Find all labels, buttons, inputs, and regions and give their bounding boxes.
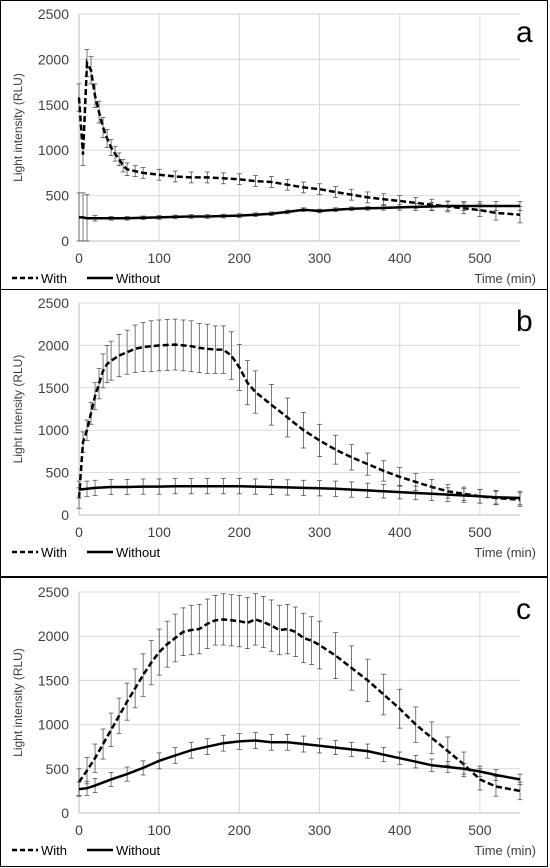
series-without (76, 192, 522, 241)
legend-label: Without (116, 843, 160, 858)
series-line (77, 617, 520, 792)
y-tick-label: 1500 (37, 379, 68, 395)
x-tick-label: 100 (147, 822, 171, 838)
y-tick-label: 1000 (37, 142, 68, 158)
panel-letter: c (516, 593, 531, 626)
x-tick-label: 300 (307, 250, 331, 266)
y-tick-label: 1500 (37, 672, 68, 688)
y-tick-label: 500 (45, 760, 69, 776)
x-tick-label: 500 (468, 524, 492, 540)
x-axis-label: Time (min) (474, 271, 536, 286)
legend-label: With (41, 545, 67, 560)
series-line (78, 484, 520, 499)
y-axis-label: Light intensity (RLU) (11, 354, 25, 463)
x-tick-label: 400 (388, 524, 412, 540)
legend-label: With (41, 843, 67, 858)
panel-letter: a (516, 16, 533, 49)
panel-letter: b (516, 305, 533, 338)
x-tick-label: 400 (388, 822, 412, 838)
series-line (77, 57, 520, 216)
y-tick-label: 0 (61, 507, 69, 523)
series-line (77, 342, 520, 501)
chart-panel-b: 0 500 1000 1500 2000 2500 0 100 200 300 400 500 Ligh… (0, 289, 548, 577)
y-tick-label: 500 (45, 187, 69, 203)
x-tick-label: 300 (307, 524, 331, 540)
y-tick-label: 0 (61, 805, 69, 821)
y-tick-label: 1500 (37, 96, 68, 112)
x-tick-label: 0 (75, 250, 83, 266)
x-tick-label: 200 (227, 250, 251, 266)
y-tick-label: 1000 (37, 422, 68, 438)
y-tick-label: 0 (61, 233, 69, 249)
chart-svg: 0 500 1000 1500 2000 2500 0 100 200 300 400 500 Ligh… (11, 6, 536, 286)
legend-label: With (41, 271, 67, 286)
series-line (78, 738, 520, 790)
legend-label: Without (116, 545, 160, 560)
chart-svg: 0 500 1000 1500 2000 2500 0 100 200 300 400 500 Ligh… (11, 584, 536, 858)
y-tick-label: 2000 (37, 628, 68, 644)
x-tick-label: 500 (468, 822, 492, 838)
y-tick-label: 500 (45, 464, 69, 480)
y-tick-label: 2500 (37, 295, 68, 311)
x-tick-label: 400 (388, 250, 412, 266)
series-line (78, 204, 520, 220)
series-without (76, 477, 522, 505)
y-tick-label: 2000 (37, 337, 68, 353)
series-with (76, 48, 522, 223)
y-axis-label: Light intensity (RLU) (11, 73, 25, 182)
series-without (76, 731, 522, 797)
y-tick-label: 2500 (37, 6, 68, 22)
legend: With Without (11, 843, 160, 858)
x-axis-label: Time (min) (474, 843, 536, 858)
chart-panel-a: 0 500 1000 1500 2000 2500 0 100 200 300 400 500 Ligh… (0, 0, 548, 290)
series-with (76, 592, 522, 800)
y-axis-label: Light intensity (RLU) (11, 648, 25, 757)
x-tick-label: 100 (147, 524, 171, 540)
x-tick-label: 500 (468, 250, 492, 266)
x-axis-label: Time (min) (474, 545, 536, 560)
legend-label: Without (116, 271, 160, 286)
x-tick-label: 200 (227, 524, 251, 540)
chart-svg: 0 500 1000 1500 2000 2500 0 100 200 300 400 500 Ligh… (11, 295, 536, 560)
legend: With Without (11, 271, 160, 286)
x-tick-label: 0 (75, 822, 83, 838)
y-tick-label: 2500 (37, 584, 68, 600)
chart-panel-c: 0 500 1000 1500 2000 2500 0 100 200 300 400 500 Ligh… (0, 577, 548, 867)
x-tick-label: 300 (307, 822, 331, 838)
x-tick-label: 100 (147, 250, 171, 266)
legend: With Without (11, 545, 160, 560)
y-tick-label: 1000 (37, 716, 68, 732)
x-tick-label: 0 (75, 524, 83, 540)
y-tick-label: 2000 (37, 51, 68, 67)
x-tick-label: 200 (227, 822, 251, 838)
